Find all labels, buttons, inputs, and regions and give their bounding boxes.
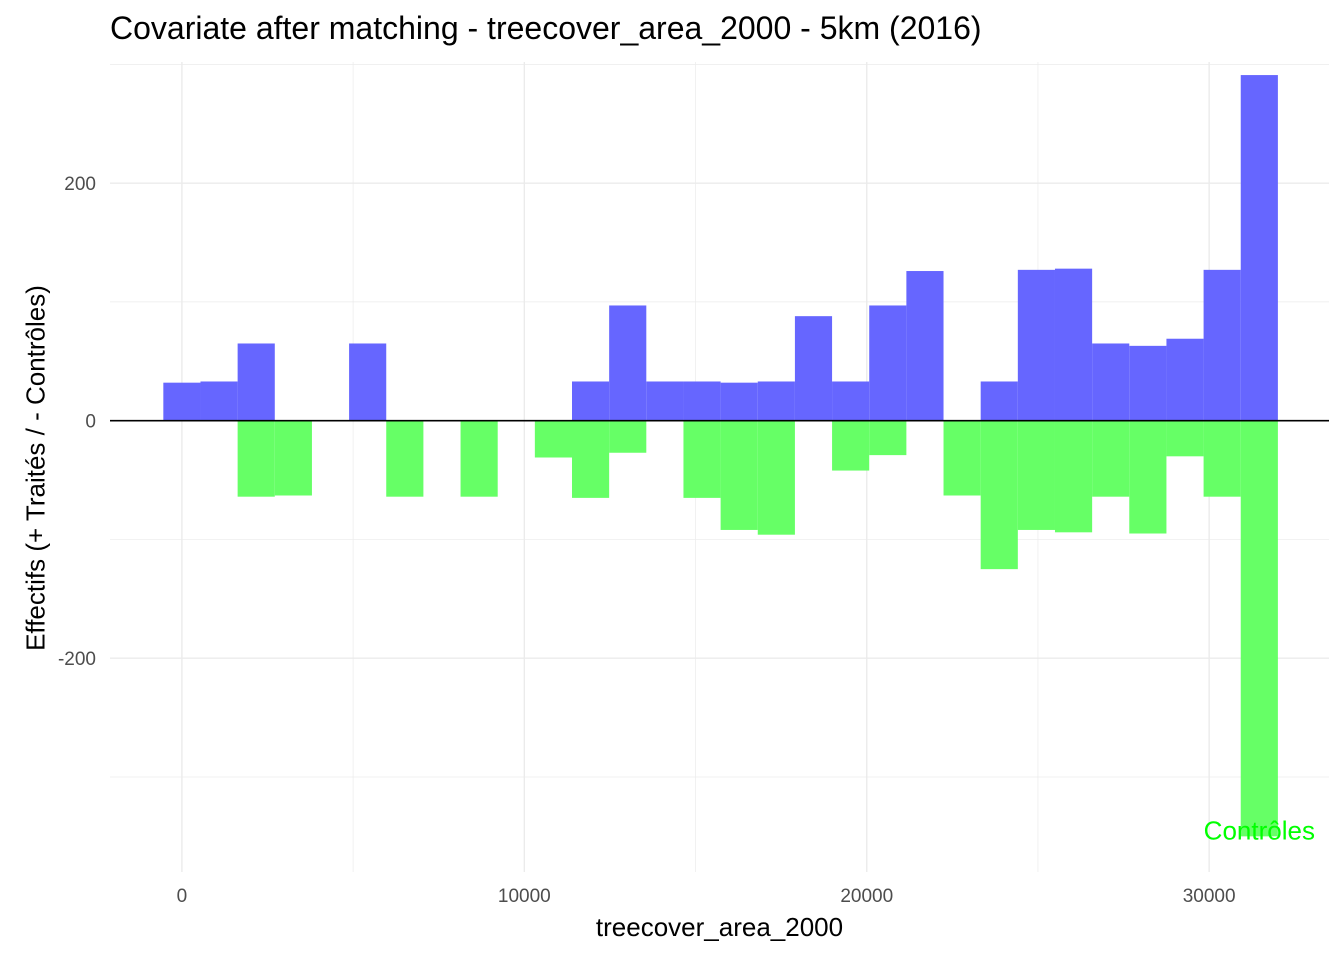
bar-treated [1240, 75, 1278, 421]
bar-control [572, 420, 610, 498]
bar-control [943, 420, 981, 496]
bar-control [869, 420, 907, 456]
bar-control [757, 420, 795, 535]
x-tick-label: 10000 [498, 886, 551, 907]
bar-control [1092, 420, 1130, 497]
bar-control [1129, 420, 1167, 534]
bar-treated [683, 381, 721, 421]
bar-control [274, 420, 312, 496]
x-tick-label: 30000 [1183, 886, 1236, 907]
bar-treated [349, 343, 387, 421]
y-axis-title: Effectifs (+ Traités / - Contrôles) [20, 285, 51, 651]
bar-control [1203, 420, 1241, 497]
annotations: Contrôles [1204, 815, 1315, 845]
bar-treated [237, 343, 275, 421]
bar-control [720, 420, 758, 530]
annotation-label: Contrôles [1204, 815, 1315, 845]
bar-control [832, 420, 870, 471]
bar-treated [869, 305, 907, 421]
bar-treated [794, 316, 833, 421]
bar-treated [980, 381, 1018, 421]
y-tick-label: 200 [64, 174, 96, 195]
bar-treated [1017, 269, 1055, 421]
bar-control [386, 420, 424, 497]
bar-treated [646, 381, 684, 421]
bar-control [609, 420, 647, 453]
x-tick-label: 20000 [840, 886, 893, 907]
bar-control [237, 420, 275, 497]
bar-control [683, 420, 721, 498]
bar-treated [572, 381, 610, 421]
bar-control [534, 420, 573, 458]
bar-control [1240, 420, 1278, 837]
bar-treated [906, 271, 944, 421]
chart-title: Covariate after matching - treecover_are… [110, 10, 982, 46]
bar-treated [1129, 345, 1167, 421]
bar-control [1054, 420, 1093, 533]
bar-treated [1166, 338, 1204, 421]
bar-control [980, 420, 1018, 570]
bar-treated [832, 381, 870, 421]
bar-treated [1203, 269, 1241, 421]
tick-labels: 0 10000 20000 30000 -200 0 200 [58, 174, 1236, 907]
y-tick-label: -200 [58, 649, 96, 670]
bar-treated [1092, 343, 1130, 421]
bar-treated [1054, 268, 1093, 421]
x-axis-title: treecover_area_2000 [595, 912, 844, 942]
x-tick-label: 0 [177, 886, 188, 907]
bar-treated [757, 381, 795, 421]
bars [163, 75, 1278, 837]
bar-treated [200, 381, 238, 421]
bar-treated [609, 305, 647, 421]
bar-control [1017, 420, 1055, 530]
bar-control [460, 420, 498, 497]
bar-treated [163, 382, 201, 421]
bar-treated [720, 382, 758, 421]
bar-control [1166, 420, 1204, 457]
y-tick-label: 0 [85, 412, 96, 433]
